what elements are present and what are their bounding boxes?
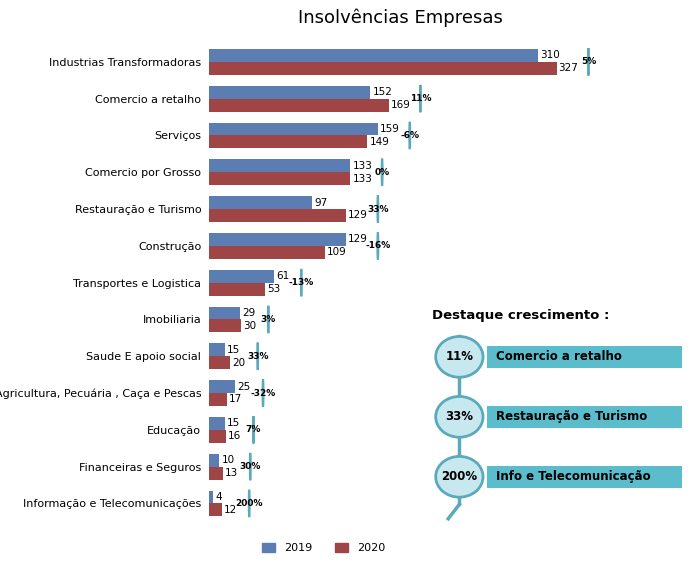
- Text: 97: 97: [314, 198, 327, 208]
- Text: 29: 29: [242, 308, 255, 318]
- Bar: [209, 319, 241, 332]
- Text: Comercio a retalho: Comercio a retalho: [496, 351, 622, 363]
- Text: 109: 109: [327, 247, 347, 258]
- Circle shape: [588, 48, 589, 75]
- Bar: [209, 135, 367, 148]
- Bar: [209, 417, 225, 430]
- Circle shape: [436, 336, 483, 377]
- Bar: [209, 490, 213, 504]
- Text: 169: 169: [390, 100, 411, 110]
- Text: 30: 30: [243, 321, 256, 331]
- Text: 4: 4: [215, 492, 222, 502]
- Bar: [209, 343, 225, 356]
- Text: 30%: 30%: [239, 462, 261, 471]
- Text: 10: 10: [221, 455, 235, 465]
- Bar: [209, 196, 312, 209]
- Circle shape: [409, 122, 410, 149]
- Text: 61: 61: [276, 271, 289, 281]
- Text: 20: 20: [232, 357, 245, 368]
- Text: 152: 152: [372, 87, 393, 97]
- Circle shape: [420, 85, 421, 112]
- Text: 33%: 33%: [445, 411, 473, 423]
- Circle shape: [262, 379, 263, 407]
- Bar: [209, 356, 230, 369]
- Bar: [209, 270, 274, 283]
- Bar: [209, 380, 235, 393]
- Text: 12: 12: [223, 505, 237, 515]
- Bar: [209, 307, 239, 319]
- Bar: [209, 86, 370, 99]
- Text: 7%: 7%: [246, 425, 261, 435]
- Bar: [209, 467, 223, 480]
- Text: 133: 133: [352, 174, 372, 184]
- Text: -13%: -13%: [289, 278, 314, 287]
- Text: 15: 15: [227, 345, 240, 355]
- Text: 13: 13: [225, 468, 238, 478]
- Text: 129: 129: [348, 211, 368, 220]
- FancyBboxPatch shape: [487, 406, 682, 428]
- Text: Info e Telecomunicação: Info e Telecomunicação: [496, 471, 650, 483]
- Text: 15: 15: [227, 419, 240, 428]
- Bar: [209, 504, 221, 516]
- Text: 11%: 11%: [445, 351, 473, 363]
- Legend: 2019, 2020: 2019, 2020: [258, 538, 390, 558]
- Circle shape: [248, 490, 250, 517]
- Text: 149: 149: [370, 137, 389, 147]
- Circle shape: [436, 456, 483, 497]
- Bar: [209, 454, 219, 467]
- Text: 5%: 5%: [580, 57, 596, 66]
- Text: Restauração e Turismo: Restauração e Turismo: [496, 411, 647, 423]
- Text: 200%: 200%: [441, 471, 477, 483]
- Circle shape: [377, 195, 378, 223]
- FancyBboxPatch shape: [487, 346, 682, 368]
- Bar: [209, 62, 557, 75]
- Text: 310: 310: [541, 50, 560, 61]
- Bar: [209, 393, 227, 406]
- Bar: [209, 209, 346, 222]
- Text: 25: 25: [237, 381, 251, 392]
- Circle shape: [436, 396, 483, 437]
- Title: Insolvências Empresas: Insolvências Empresas: [298, 9, 503, 27]
- Text: -6%: -6%: [400, 131, 419, 140]
- Bar: [209, 49, 539, 62]
- Circle shape: [377, 232, 378, 259]
- Bar: [209, 246, 325, 259]
- Text: 200%: 200%: [235, 499, 263, 508]
- Text: Destaque crescimento :: Destaque crescimento :: [432, 309, 609, 322]
- Circle shape: [250, 453, 251, 480]
- Text: 11%: 11%: [410, 94, 431, 103]
- Bar: [209, 159, 350, 172]
- Text: 33%: 33%: [367, 204, 388, 214]
- Text: 129: 129: [348, 235, 368, 244]
- Text: 133: 133: [352, 161, 372, 171]
- Bar: [209, 430, 226, 443]
- Text: 327: 327: [559, 63, 578, 73]
- Bar: [209, 233, 346, 246]
- Bar: [209, 99, 388, 111]
- Text: 17: 17: [229, 395, 242, 404]
- Text: -32%: -32%: [251, 388, 276, 397]
- Text: 53: 53: [267, 284, 280, 294]
- Text: 33%: 33%: [247, 352, 269, 361]
- Circle shape: [381, 159, 383, 186]
- Circle shape: [253, 416, 254, 444]
- Bar: [209, 283, 265, 296]
- Text: -16%: -16%: [365, 242, 390, 250]
- Bar: [209, 123, 378, 135]
- Bar: [209, 172, 350, 185]
- FancyBboxPatch shape: [487, 466, 682, 488]
- Text: 159: 159: [380, 124, 400, 134]
- Text: 0%: 0%: [374, 168, 390, 177]
- Text: 16: 16: [228, 431, 242, 441]
- Circle shape: [268, 306, 269, 333]
- Text: 3%: 3%: [261, 315, 276, 324]
